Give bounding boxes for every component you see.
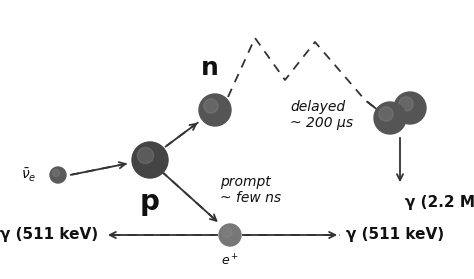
Text: $\bar{\nu}_e$: $\bar{\nu}_e$ xyxy=(20,166,36,184)
Circle shape xyxy=(199,94,231,126)
Circle shape xyxy=(374,102,406,134)
Text: p: p xyxy=(140,188,160,216)
Circle shape xyxy=(137,147,154,163)
Text: γ (511 keV): γ (511 keV) xyxy=(0,227,98,242)
Circle shape xyxy=(132,142,168,178)
Circle shape xyxy=(204,99,218,113)
Circle shape xyxy=(219,224,241,246)
Circle shape xyxy=(222,227,232,237)
Circle shape xyxy=(399,97,413,111)
Text: $e^+$: $e^+$ xyxy=(221,253,239,268)
Circle shape xyxy=(50,167,66,183)
Circle shape xyxy=(53,169,60,177)
Text: γ (511 keV): γ (511 keV) xyxy=(346,227,444,242)
Circle shape xyxy=(379,107,393,121)
Circle shape xyxy=(394,92,426,124)
Text: prompt
~ few ns: prompt ~ few ns xyxy=(220,175,281,205)
Text: delayed
~ 200 μs: delayed ~ 200 μs xyxy=(290,100,353,130)
Text: γ (2.2 MeV): γ (2.2 MeV) xyxy=(405,195,474,210)
Text: n: n xyxy=(201,56,219,80)
